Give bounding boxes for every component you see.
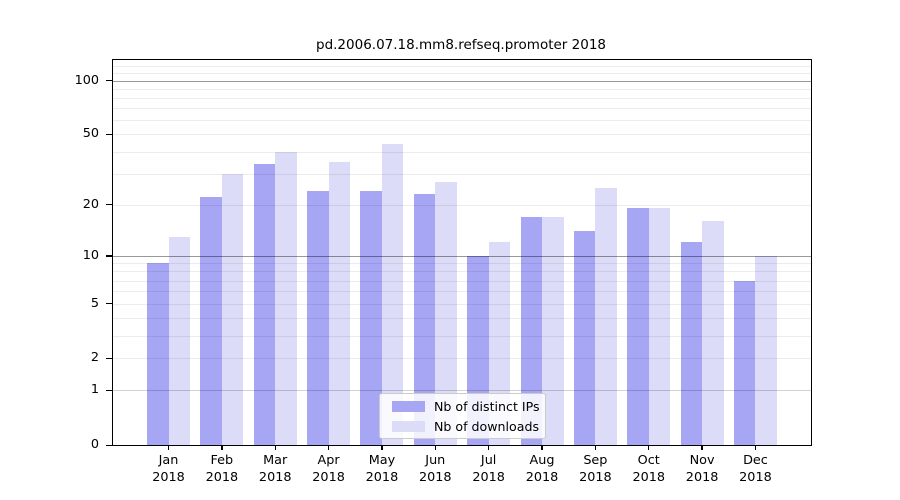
x-tick-may bbox=[381, 445, 383, 450]
x-tick-apr bbox=[327, 445, 330, 450]
chart-title: pd.2006.07.18.mm8.refseq.promoter 2018 bbox=[316, 37, 606, 53]
x-tick-label-oct: Oct 2018 bbox=[632, 453, 666, 485]
y-tick-label-20: 20 bbox=[82, 196, 99, 212]
bar-jan-distinct-ips bbox=[147, 263, 169, 445]
x-tick-mar bbox=[274, 445, 276, 450]
legend: Nb of distinct IPs Nb of downloads bbox=[379, 393, 546, 439]
bar-mar-downloads bbox=[275, 151, 297, 445]
gridline-minor-30 bbox=[113, 173, 811, 175]
x-tick-dec bbox=[754, 445, 757, 450]
y-tick-0 bbox=[106, 444, 112, 446]
x-tick-jul bbox=[487, 445, 490, 450]
x-tick-label-jan: Jan 2018 bbox=[152, 453, 185, 485]
bar-dec-distinct-ips bbox=[733, 280, 756, 445]
bar-jun-downloads bbox=[435, 181, 457, 445]
x-tick-label-sep: Sep 2018 bbox=[579, 453, 612, 485]
x-tick-nov bbox=[701, 445, 703, 450]
y-tick-label-10: 10 bbox=[82, 247, 99, 263]
legend-item-distinct-ips: Nb of distinct IPs bbox=[392, 398, 545, 415]
x-tick-feb bbox=[221, 445, 223, 450]
gridline-minor-80 bbox=[113, 97, 811, 99]
x-tick-oct bbox=[648, 445, 650, 450]
legend-item-downloads: Nb of downloads bbox=[392, 418, 545, 435]
x-tick-label-may: May 2018 bbox=[365, 453, 399, 485]
y-tick-100 bbox=[106, 80, 112, 82]
y-tick-label-1: 1 bbox=[90, 382, 99, 398]
bar-mar-distinct-ips bbox=[253, 164, 276, 445]
bar-jun-distinct-ips bbox=[413, 194, 436, 445]
gridline-minor-40 bbox=[113, 151, 811, 153]
y-tick-50 bbox=[106, 133, 112, 136]
bar-feb-distinct-ips bbox=[200, 197, 222, 445]
bar-aug-downloads bbox=[542, 216, 564, 445]
bar-apr-downloads bbox=[328, 162, 351, 445]
gridline-major-100 bbox=[113, 80, 811, 82]
gridline-minor-50 bbox=[113, 134, 811, 136]
gridline-minor-70 bbox=[113, 108, 811, 110]
bar-may-downloads bbox=[381, 144, 404, 445]
x-tick-label-jun: Jun 2018 bbox=[419, 453, 452, 485]
y-tick-5 bbox=[106, 303, 112, 305]
x-tick-label-nov: Nov 2018 bbox=[685, 453, 719, 485]
bar-dec-downloads bbox=[755, 255, 777, 445]
bar-sep-distinct-ips bbox=[573, 231, 596, 445]
legend-swatch-downloads bbox=[392, 420, 425, 432]
x-tick-aug bbox=[541, 445, 543, 450]
y-tick-2 bbox=[106, 357, 112, 360]
gridline-minor-120 bbox=[113, 66, 811, 68]
bar-oct-distinct-ips bbox=[627, 208, 649, 445]
y-tick-label-100: 100 bbox=[74, 72, 99, 88]
bar-aug-distinct-ips bbox=[520, 216, 543, 445]
x-tick-jun bbox=[434, 445, 436, 450]
y-tick-1 bbox=[106, 389, 112, 392]
bar-may-distinct-ips bbox=[360, 190, 382, 445]
x-tick-label-dec: Dec 2018 bbox=[739, 453, 772, 485]
bar-feb-downloads bbox=[221, 173, 244, 445]
x-tick-label-feb: Feb 2018 bbox=[205, 453, 239, 485]
y-tick-label-2: 2 bbox=[90, 350, 99, 366]
gridline-minor-110 bbox=[113, 73, 811, 75]
x-tick-label-apr: Apr 2018 bbox=[312, 453, 345, 485]
bar-sep-downloads bbox=[595, 187, 617, 445]
x-tick-label-aug: Aug 2018 bbox=[525, 453, 559, 485]
legend-label: Nb of downloads bbox=[434, 418, 540, 434]
bar-nov-downloads bbox=[702, 221, 724, 445]
y-tick-20 bbox=[106, 204, 112, 206]
gridline-minor-90 bbox=[113, 88, 811, 90]
y-tick-label-50: 50 bbox=[82, 126, 99, 142]
x-tick-jan bbox=[167, 445, 170, 450]
y-tick-label-0: 0 bbox=[90, 437, 99, 452]
gridline-minor-60 bbox=[113, 120, 811, 122]
bar-jan-downloads bbox=[168, 236, 190, 445]
legend-label: Nb of distinct IPs bbox=[434, 398, 540, 414]
y-tick-label-5: 5 bbox=[90, 295, 99, 311]
legend-swatch-distinct-ips bbox=[392, 400, 425, 412]
x-tick-label-jul: Jul 2018 bbox=[472, 453, 505, 485]
bar-oct-downloads bbox=[648, 208, 671, 445]
bar-apr-distinct-ips bbox=[307, 190, 329, 445]
plot-area: 0 1 2 5 10 20 50 100 Jan 2018 Feb 2018 Mar 2018 Apr 201… bbox=[75, 59, 812, 485]
bar-nov-distinct-ips bbox=[680, 242, 703, 445]
x-tick-label-mar: Mar 2018 bbox=[258, 453, 292, 485]
x-tick-sep bbox=[594, 445, 597, 450]
y-tick-10 bbox=[106, 255, 112, 257]
